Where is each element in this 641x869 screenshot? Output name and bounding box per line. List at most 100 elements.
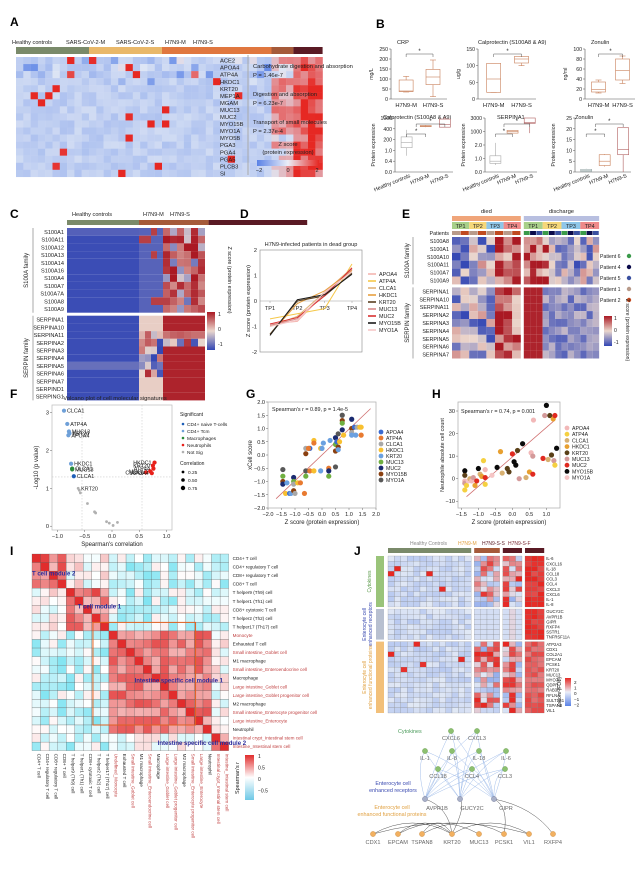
correlation-cell <box>108 741 118 751</box>
heatmap-cell <box>176 113 185 121</box>
legend-label: CLCA1 <box>572 438 589 444</box>
patient-cell <box>574 231 580 235</box>
row-label: T helper2 (Th2) cell <box>233 616 273 621</box>
heatmap-cell <box>37 134 46 142</box>
module-label: Intestine specific cell module 2 <box>158 741 247 747</box>
heatmap-cell <box>16 106 24 114</box>
correlation-cell <box>143 613 152 623</box>
heatmap-cell <box>524 666 532 673</box>
heatmap-cell <box>23 78 31 86</box>
y-tick-label: 150 <box>466 47 475 53</box>
y-tick-label: 0.4 <box>385 159 392 165</box>
heatmap-cell <box>555 311 562 319</box>
heatmap-cell <box>74 64 82 72</box>
heatmap-cell <box>177 266 184 275</box>
heatmap-cell <box>59 106 68 114</box>
heatmap-cell <box>235 141 243 149</box>
heatmap-cell <box>74 57 82 65</box>
heatmap-cell <box>524 707 532 714</box>
timepoint-label: TP1 <box>528 224 538 230</box>
correlation-cell <box>100 562 110 572</box>
legend-colorbar <box>257 160 319 166</box>
heatmap-cell <box>300 57 309 65</box>
heatmap-cell <box>451 601 459 608</box>
correlation-cell <box>31 605 41 614</box>
point-label: MUC13 <box>129 469 147 475</box>
data-point-myo1a <box>339 412 345 418</box>
y-tick-label: 100 <box>573 47 582 53</box>
heatmap-cell <box>493 591 500 597</box>
correlation-cell <box>211 570 221 580</box>
heatmap-cell <box>503 260 513 269</box>
heatmap-cell <box>480 651 488 657</box>
heatmap-cell <box>45 120 53 128</box>
data-point-hkdc1 <box>311 468 317 474</box>
heatmap-cell <box>502 692 510 698</box>
heatmap-cell <box>264 113 272 121</box>
heatmap-cell <box>502 702 510 708</box>
heatmap-cell <box>52 155 60 163</box>
gene-label: S100A4 <box>44 276 64 282</box>
heatmap-cell <box>293 92 301 100</box>
heatmap-cell <box>96 99 104 107</box>
data-point-myo1a <box>489 472 495 478</box>
heatmap-cell <box>512 268 521 277</box>
network-node-protein <box>550 831 556 837</box>
heatmap-cell <box>567 326 575 335</box>
pathway-name: Digestion and absorption <box>253 92 317 98</box>
y-axis-label: Protein expression <box>461 123 467 166</box>
heatmap-cell <box>452 350 461 359</box>
heatmap-cell <box>419 601 427 608</box>
heatmap-cell <box>524 596 532 602</box>
heatmap-cell <box>163 346 170 355</box>
heatmap-cell-healthy <box>67 323 139 332</box>
correlation-cell <box>125 699 135 709</box>
heatmap-cell <box>145 385 151 393</box>
heatmap-cell <box>198 346 205 355</box>
group-bar <box>139 220 209 225</box>
protein-edge <box>397 822 480 835</box>
heatmap-cell <box>486 566 494 572</box>
heatmap-cell <box>493 651 500 657</box>
correlation-cell <box>168 570 178 580</box>
legend-tick: −0.5 <box>258 789 268 795</box>
heatmap-cell <box>264 99 272 107</box>
heatmap-cell <box>523 276 531 285</box>
heatmap-cell <box>451 560 459 567</box>
heatmap-cell <box>477 276 487 285</box>
correlation-cell <box>125 647 135 657</box>
row-label: Intestine_Intestinal stem cell <box>233 744 291 749</box>
legend-label: APOA4 <box>379 272 397 278</box>
heatmap-cell <box>439 601 446 608</box>
heatmap-cell <box>523 287 531 296</box>
panel-c-label: C <box>10 207 19 221</box>
network-node-receptor <box>422 796 428 802</box>
correlation-cell <box>125 579 135 589</box>
heatmap-cell <box>59 155 68 163</box>
correlation-cell <box>91 562 101 572</box>
heatmap-cell <box>394 624 401 630</box>
heatmap-cell <box>140 99 148 107</box>
heatmap-cell <box>81 148 90 156</box>
correlation-cell <box>74 622 84 632</box>
heatmap-cell <box>242 57 250 65</box>
column-label: Exhausted T cell <box>122 754 127 788</box>
heatmap-cell <box>110 78 119 86</box>
heatmap-cell <box>536 252 543 261</box>
heatmap-cell <box>176 92 185 100</box>
heatmap-cell <box>191 162 199 170</box>
correlation-cell <box>151 622 161 632</box>
heatmap-cell <box>103 92 112 100</box>
correlation-cell <box>40 673 50 683</box>
legend-dot <box>564 431 570 437</box>
correlation-cell <box>57 724 67 734</box>
data-point-apoa4 <box>530 417 537 423</box>
heatmap-cell <box>474 566 481 572</box>
heatmap-cell <box>198 331 205 339</box>
heatmap-cell <box>439 586 446 592</box>
correlation-cell <box>108 665 118 674</box>
legend-tick: -1 <box>218 342 223 348</box>
correlation-cell <box>83 665 92 674</box>
correlation-cell <box>40 588 50 597</box>
heatmap-cell <box>426 566 433 572</box>
